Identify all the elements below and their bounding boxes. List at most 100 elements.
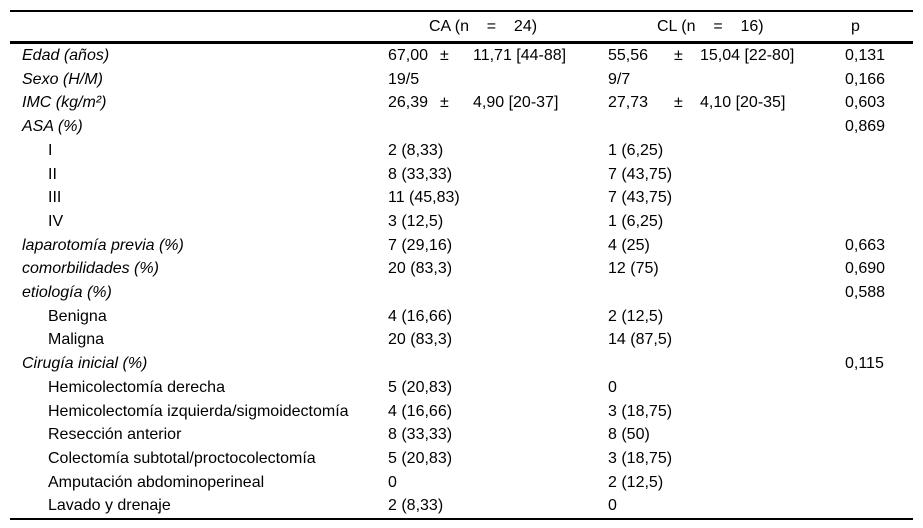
cl-group-value: 9/7: [608, 70, 631, 88]
row-label: Hemicolectomía izquierda/sigmoidectomía: [48, 402, 349, 420]
ca-group-value: 8 (33,33): [388, 426, 453, 444]
p-value: 0,166: [845, 70, 886, 88]
table-row: III 11 (45,83) 7 (43,75): [10, 186, 913, 210]
p-value: [835, 447, 913, 471]
table-row: ASA (%) 0,869: [10, 115, 913, 139]
clinical-comparison-table: CA (n = 24) CL (n = 16) p Edad (años) 67…: [10, 10, 913, 521]
cl-group-value: 55,56 ±15,04 [22-80]: [605, 43, 835, 68]
row-label: IV: [48, 212, 64, 230]
cl-group-value: 3 (18,75): [608, 449, 673, 467]
p-value: [835, 471, 913, 495]
row-label: Benigna: [48, 307, 107, 325]
table-row: IMC (kg/m²) 26,39 ±4,90 [20-37] 27,73 ±4,1…: [10, 91, 913, 115]
row-label: etiología (%): [22, 284, 112, 302]
ca-group-value: 2 (8,33): [388, 497, 444, 515]
cl-group-value: [605, 115, 835, 139]
table-row: comorbilidades (%) 20 (83,3) 12 (75) 0,6…: [10, 257, 913, 281]
plus-minus-symbol: ±: [440, 47, 449, 64]
mean-value: 67,00: [388, 47, 429, 64]
ca-group-value: 4 (16,66): [388, 402, 453, 420]
row-label: II: [48, 165, 57, 183]
table-row: Resección anterior 8 (33,33) 8 (50): [10, 423, 913, 447]
sd-and-range: 11,71 [44-88]: [473, 47, 567, 64]
row-label: III: [48, 189, 62, 207]
cl-group-value: 12 (75): [608, 260, 659, 278]
cl-group-value: 1 (6,25): [608, 212, 664, 230]
plus-minus-symbol: ±: [440, 94, 449, 112]
p-value: 0,690: [845, 260, 886, 278]
cl-group-value: 2 (12,5): [608, 307, 664, 325]
p-value: 0,663: [845, 236, 886, 254]
table-row: IV 3 (12,5) 1 (6,25): [10, 210, 913, 234]
ca-group-value: 67,00 ±11,71 [44-88]: [385, 43, 605, 68]
ca-group-value: 5 (20,83): [388, 449, 453, 467]
ca-group-value: 4 (16,66): [388, 307, 453, 325]
column-header-ca-group: CA (n = 24): [385, 11, 605, 44]
table-row: Hemicolectomía izquierda/sigmoidectomía …: [10, 400, 913, 424]
table-row: Benigna 4 (16,66) 2 (12,5): [10, 305, 913, 329]
p-value: [835, 400, 913, 424]
ca-group-value: 0: [388, 473, 397, 491]
cl-group-value: 1 (6,25): [608, 141, 664, 159]
ca-group-value: 20 (83,3): [388, 331, 453, 349]
table-row: II 8 (33,33) 7 (43,75): [10, 163, 913, 187]
table-row: laparotomía previa (%) 7 (29,16) 4 (25) …: [10, 234, 913, 258]
table-row: Cirugía inicial (%) 0,115: [10, 352, 913, 376]
table-row: Hemicolectomía derecha 5 (20,83) 0: [10, 376, 913, 400]
column-header-p-value: p: [835, 11, 913, 44]
table-row: I 2 (8,33) 1 (6,25): [10, 139, 913, 163]
row-label: IMC (kg/m²): [22, 94, 107, 112]
column-header-empty: [10, 11, 385, 44]
table-row: Edad (años) 67,00 ±11,71 [44-88] 55,56 ±15…: [10, 43, 913, 68]
ca-group-value: 19/5: [388, 70, 420, 88]
table-row: Lavado y drenaje 2 (8,33) 0: [10, 494, 913, 519]
p-value: [835, 139, 913, 163]
table-row: etiología (%) 0,588: [10, 281, 913, 305]
row-label: Edad (años): [22, 47, 110, 64]
row-label: Hemicolectomía derecha: [48, 378, 225, 396]
ca-group-value: 20 (83,3): [388, 260, 453, 278]
ca-group-value: 26,39 ±4,90 [20-37]: [385, 91, 605, 115]
mean-value: 55,56: [608, 47, 649, 64]
row-label: Amputación abdominoperineal: [48, 473, 265, 491]
ca-group-value: 5 (20,83): [388, 378, 453, 396]
ca-group-value: 2 (8,33): [388, 141, 444, 159]
plus-minus-symbol: ±: [674, 47, 683, 64]
sd-and-range: 15,04 [22-80]: [700, 47, 795, 64]
table-row: Sexo (H/M) 19/5 9/7 0,166: [10, 68, 913, 92]
row-label: Cirugía inicial (%): [22, 355, 148, 373]
p-value: 0,588: [845, 284, 886, 302]
row-label: comorbilidades (%): [22, 260, 159, 278]
cl-group-value: 7 (43,75): [608, 165, 673, 183]
row-label: laparotomía previa (%): [22, 236, 184, 254]
p-value: 0,603: [845, 94, 886, 112]
p-value: [835, 328, 913, 352]
sd-and-range: 4,10 [20-35]: [700, 94, 786, 112]
ca-group-value: [385, 115, 605, 139]
cl-group-value: [605, 352, 835, 376]
mean-value: 26,39: [388, 94, 429, 112]
cl-group-value: 27,73 ±4,10 [20-35]: [605, 91, 835, 115]
mean-value: 27,73: [608, 94, 649, 112]
cl-group-value: 0: [608, 378, 617, 396]
column-header-cl-group: CL (n = 16): [605, 11, 835, 44]
plus-minus-symbol: ±: [674, 94, 683, 112]
table-body: Edad (años) 67,00 ±11,71 [44-88] 55,56 ±15…: [10, 43, 913, 520]
row-label: Sexo (H/M): [22, 70, 103, 88]
cl-group-value: [605, 281, 835, 305]
p-value: [835, 376, 913, 400]
cl-group-value: 3 (18,75): [608, 402, 673, 420]
p-value: 0,869: [845, 118, 886, 136]
ca-group-value: 7 (29,16): [388, 236, 453, 254]
ca-group-value: 11 (45,83): [388, 189, 460, 207]
p-value: [835, 494, 913, 519]
p-value: [835, 186, 913, 210]
header-row: CA (n = 24) CL (n = 16) p: [10, 11, 913, 44]
ca-group-value: [385, 281, 605, 305]
ca-group-value: [385, 352, 605, 376]
p-value: [835, 305, 913, 329]
patient-characteristics-table: CA (n = 24) CL (n = 16) p Edad (años) 67…: [10, 10, 913, 521]
row-label: I: [48, 141, 53, 159]
sd-and-range: 4,90 [20-37]: [473, 94, 559, 112]
row-label: Lavado y drenaje: [48, 497, 171, 515]
